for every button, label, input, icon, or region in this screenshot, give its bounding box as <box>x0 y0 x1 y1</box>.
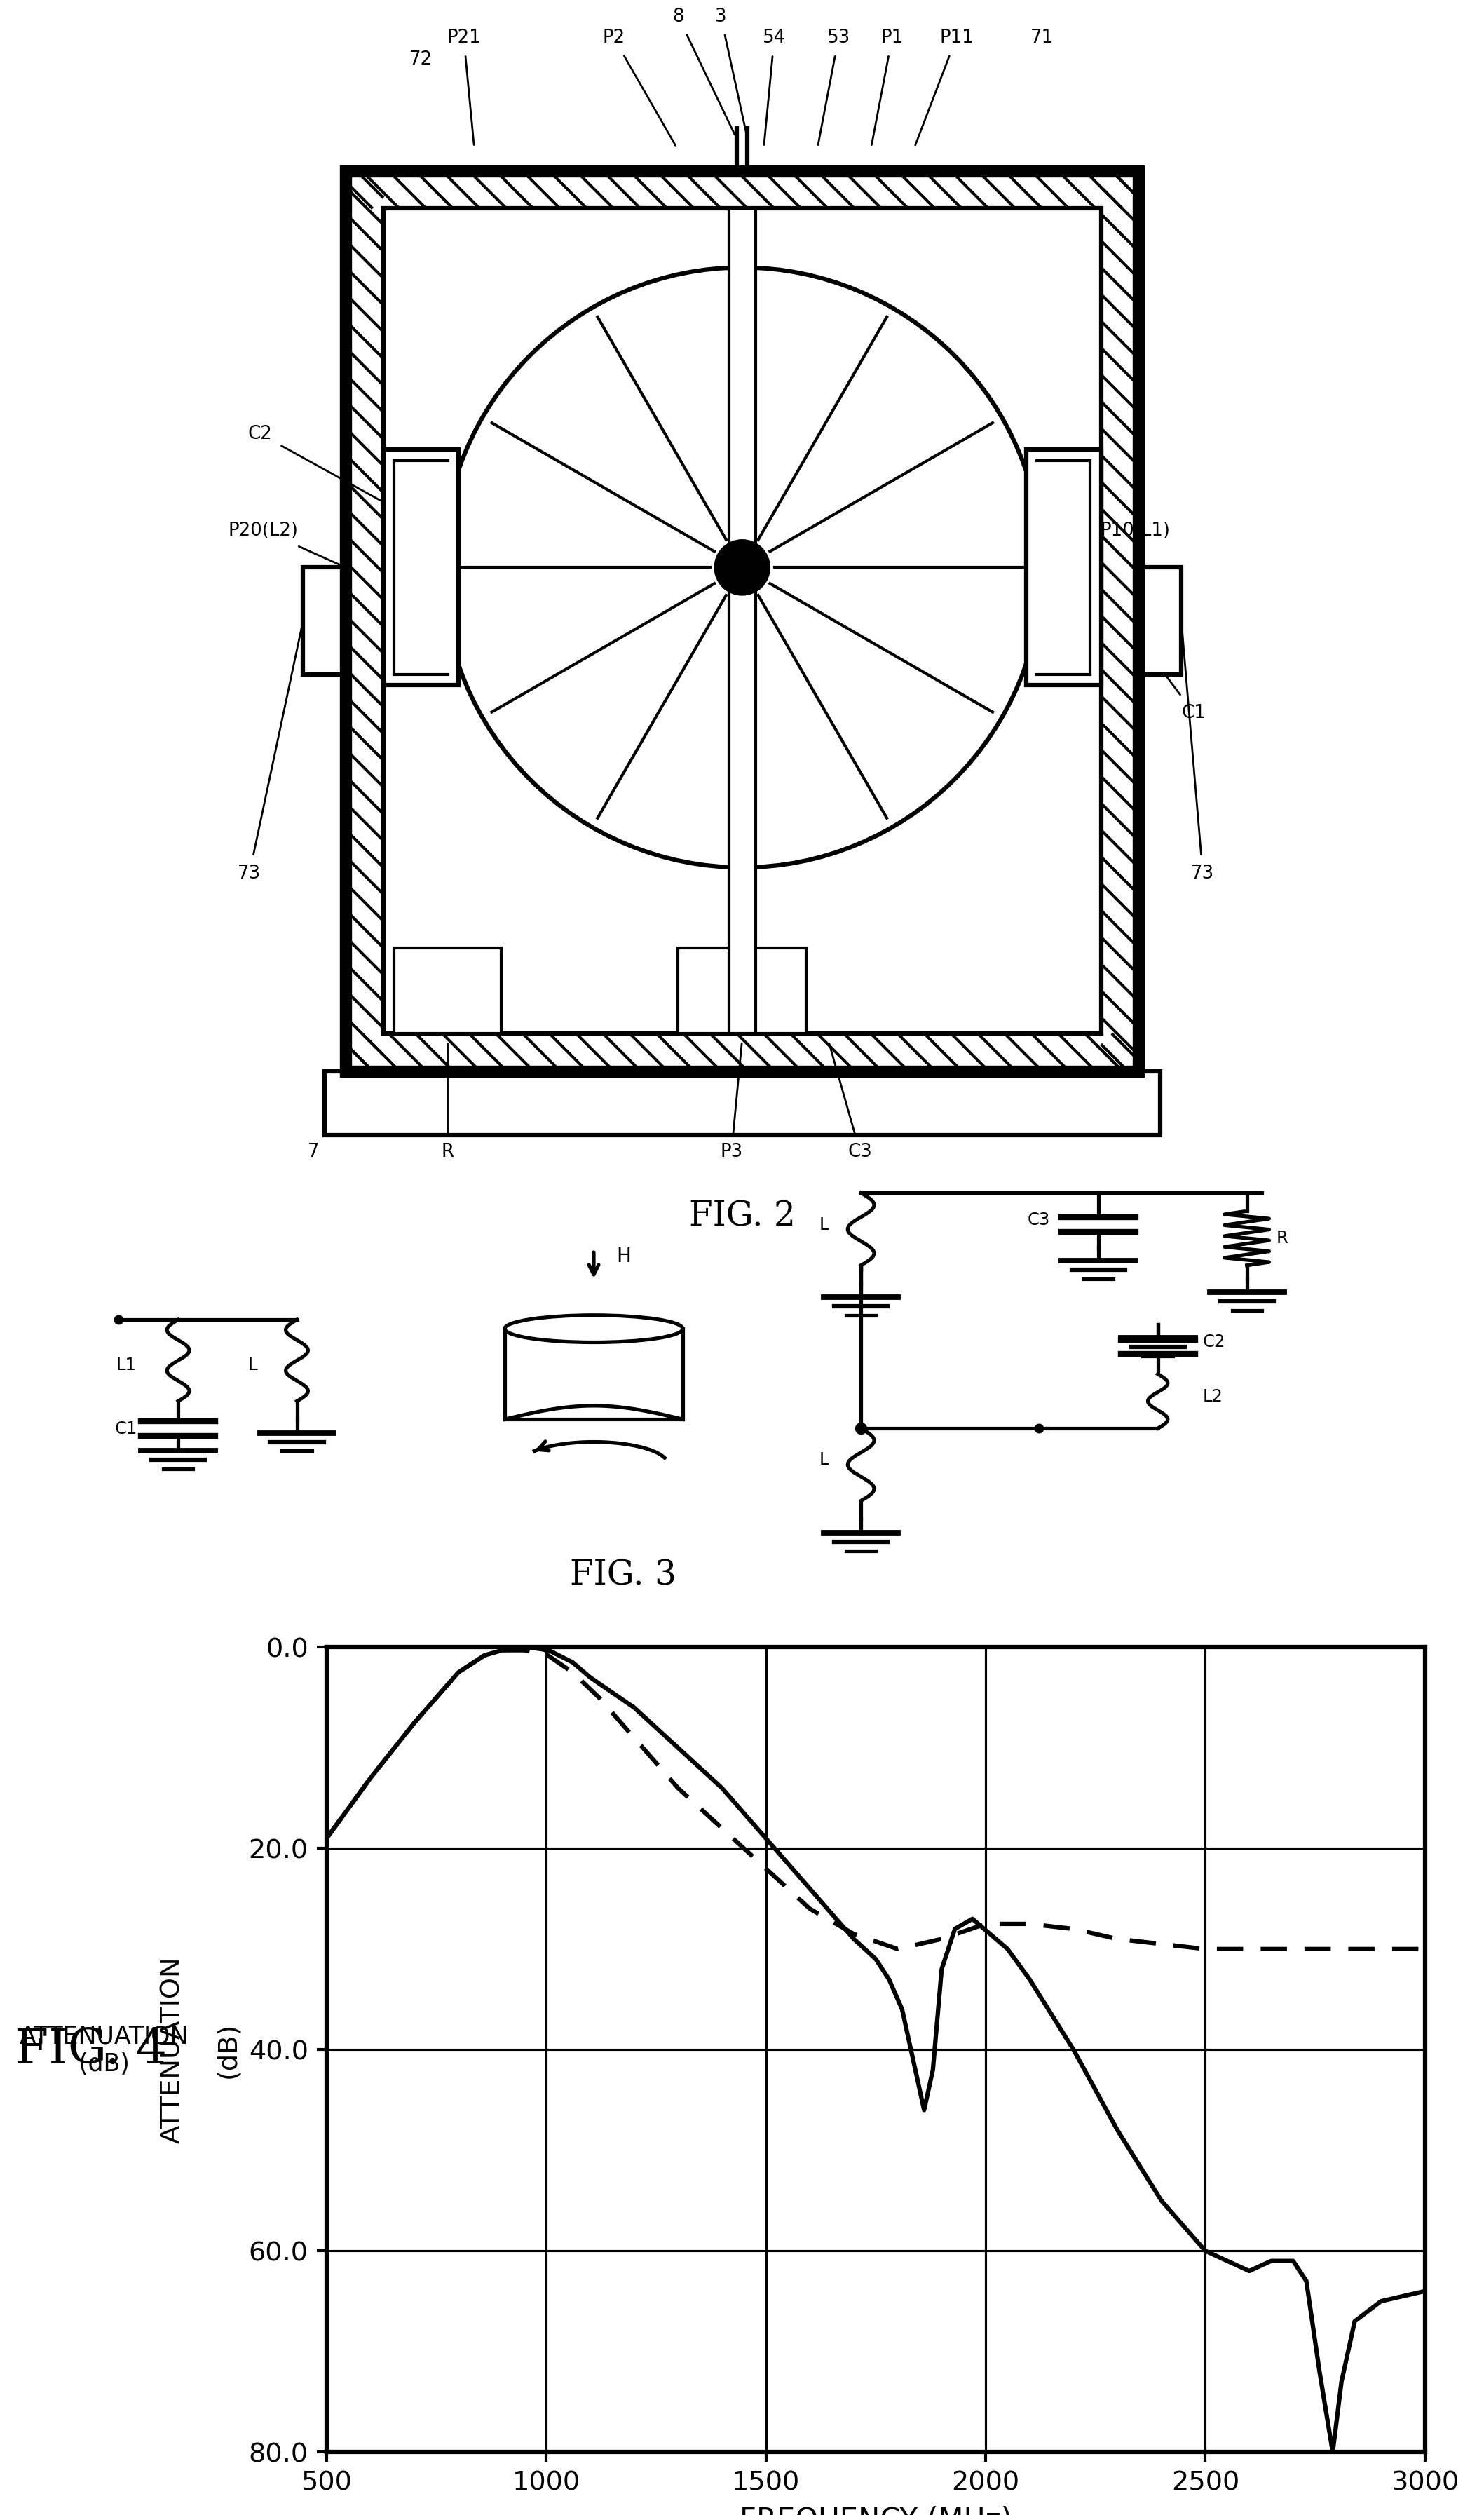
Text: (dB): (dB) <box>215 2022 240 2077</box>
Bar <box>383 209 1101 1034</box>
Bar <box>303 568 346 674</box>
Text: 71: 71 <box>1030 28 1054 48</box>
Text: 53: 53 <box>818 28 850 146</box>
Text: R: R <box>1276 1230 1288 1247</box>
Bar <box>393 948 502 1034</box>
Text: C1: C1 <box>114 1421 138 1436</box>
Bar <box>325 1071 1159 1134</box>
Text: FIG. 2: FIG. 2 <box>689 1200 795 1232</box>
Text: P2: P2 <box>603 28 675 146</box>
Text: C3: C3 <box>1027 1212 1051 1227</box>
Text: 73: 73 <box>1181 626 1214 883</box>
Bar <box>729 209 755 1034</box>
Text: R: R <box>441 1044 454 1162</box>
Text: P11: P11 <box>916 28 974 146</box>
Text: 3: 3 <box>715 8 746 133</box>
Text: P10(L1): P10(L1) <box>1100 521 1171 563</box>
X-axis label: FREQUENCY (MHz): FREQUENCY (MHz) <box>739 2505 1012 2515</box>
Text: H: H <box>616 1247 631 1268</box>
Text: C2: C2 <box>248 425 401 513</box>
Text: FIG. 3: FIG. 3 <box>570 1559 677 1592</box>
Text: 51: 51 <box>453 604 475 656</box>
Bar <box>678 948 806 1034</box>
Text: L2: L2 <box>1202 1388 1223 1406</box>
Circle shape <box>715 541 769 594</box>
Text: C3: C3 <box>830 1044 873 1162</box>
Text: ATTENUATION: ATTENUATION <box>160 1957 186 2143</box>
Text: P3: P3 <box>720 1044 742 1162</box>
Bar <box>1025 450 1101 687</box>
Text: 52: 52 <box>987 604 1014 656</box>
Text: C1: C1 <box>1152 656 1205 722</box>
Bar <box>346 171 1138 1071</box>
Bar <box>383 450 459 687</box>
Bar <box>1138 568 1181 674</box>
Ellipse shape <box>505 1315 683 1343</box>
Text: P1: P1 <box>871 28 904 146</box>
Text: L: L <box>819 1451 828 1469</box>
Text: 8: 8 <box>672 8 735 136</box>
Text: L: L <box>248 1356 257 1373</box>
Text: 7: 7 <box>307 1142 319 1162</box>
Text: 54: 54 <box>763 28 785 146</box>
Circle shape <box>442 267 1042 868</box>
Text: 73: 73 <box>237 626 301 883</box>
Text: C2: C2 <box>1202 1333 1224 1351</box>
Bar <box>505 1328 683 1418</box>
Text: L: L <box>819 1217 828 1232</box>
Text: P21: P21 <box>447 28 481 146</box>
Text: 72: 72 <box>410 50 432 68</box>
Text: FIG. 4: FIG. 4 <box>15 2027 168 2072</box>
Text: L1: L1 <box>116 1356 137 1373</box>
Text: ATTENUATION
(dB): ATTENUATION (dB) <box>19 2025 188 2075</box>
Text: P20(L2): P20(L2) <box>229 521 341 566</box>
